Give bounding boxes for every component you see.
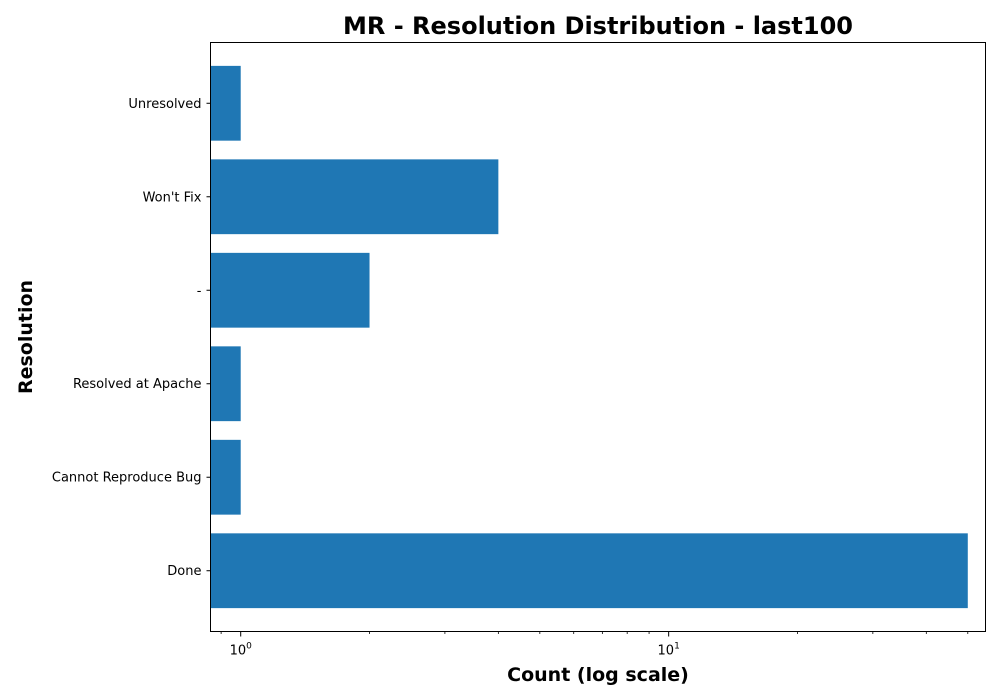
x-tick-label: 100 [230,642,253,659]
y-tick-label: - [197,284,202,299]
x-axis-label: Count (log scale) [507,664,689,686]
bar [210,252,370,328]
chart-title: MR - Resolution Distribution - last100 [343,12,853,40]
axes-frame [210,42,986,632]
y-tick-label: Resolved at Apache [73,377,202,392]
y-tick-label: Cannot Reproduce Bug [52,471,202,486]
y-tick-label: Done [167,564,201,579]
bar [210,65,241,141]
bar [210,346,241,422]
bar [210,439,241,515]
y-tick-label: Won't Fix [143,190,202,205]
y-axis-label: Resolution [15,280,37,394]
bar [210,533,968,609]
x-tick-label: 101 [658,642,680,659]
plot-area: Done Cannot Reproduce Bug Resolved at Apac… [52,65,969,659]
y-tick-label: Unresolved [128,97,201,112]
bar [210,159,499,235]
